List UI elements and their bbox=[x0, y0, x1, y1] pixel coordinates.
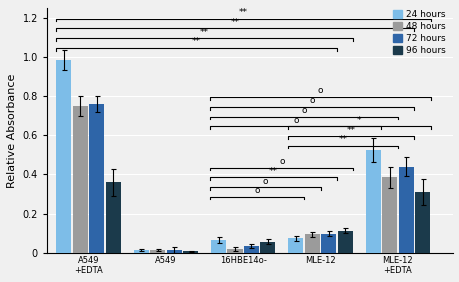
Text: o: o bbox=[292, 116, 298, 125]
Bar bbox=[398, 167, 413, 253]
Bar bbox=[320, 234, 336, 253]
Text: o: o bbox=[301, 106, 306, 115]
Text: **: ** bbox=[191, 38, 201, 47]
Bar bbox=[227, 249, 242, 253]
Bar bbox=[150, 250, 165, 253]
Bar bbox=[133, 250, 148, 253]
Bar bbox=[365, 150, 380, 253]
Bar bbox=[106, 182, 120, 253]
Bar bbox=[288, 238, 303, 253]
Bar bbox=[211, 240, 226, 253]
Bar bbox=[414, 192, 429, 253]
Bar bbox=[260, 241, 275, 253]
Text: *: * bbox=[356, 116, 361, 125]
Text: **: ** bbox=[238, 8, 247, 17]
Text: o: o bbox=[279, 157, 284, 166]
Bar bbox=[56, 60, 71, 253]
Bar bbox=[89, 104, 104, 253]
Bar bbox=[304, 234, 319, 253]
Legend: 24 hours, 48 hours, 72 hours, 96 hours: 24 hours, 48 hours, 72 hours, 96 hours bbox=[390, 7, 448, 58]
Bar bbox=[243, 246, 258, 253]
Text: **: ** bbox=[200, 28, 208, 37]
Bar bbox=[183, 251, 198, 253]
Text: o: o bbox=[317, 86, 323, 95]
Y-axis label: Relative Absorbance: Relative Absorbance bbox=[7, 73, 17, 188]
Text: o: o bbox=[254, 186, 259, 195]
Bar bbox=[381, 177, 397, 253]
Text: **: ** bbox=[230, 18, 239, 27]
Text: o: o bbox=[309, 96, 314, 105]
Text: **: ** bbox=[269, 167, 278, 176]
Text: **: ** bbox=[337, 135, 347, 144]
Text: o: o bbox=[262, 177, 268, 186]
Text: **: ** bbox=[346, 126, 355, 135]
Bar bbox=[73, 106, 88, 253]
Bar bbox=[337, 231, 352, 253]
Bar bbox=[166, 250, 181, 253]
